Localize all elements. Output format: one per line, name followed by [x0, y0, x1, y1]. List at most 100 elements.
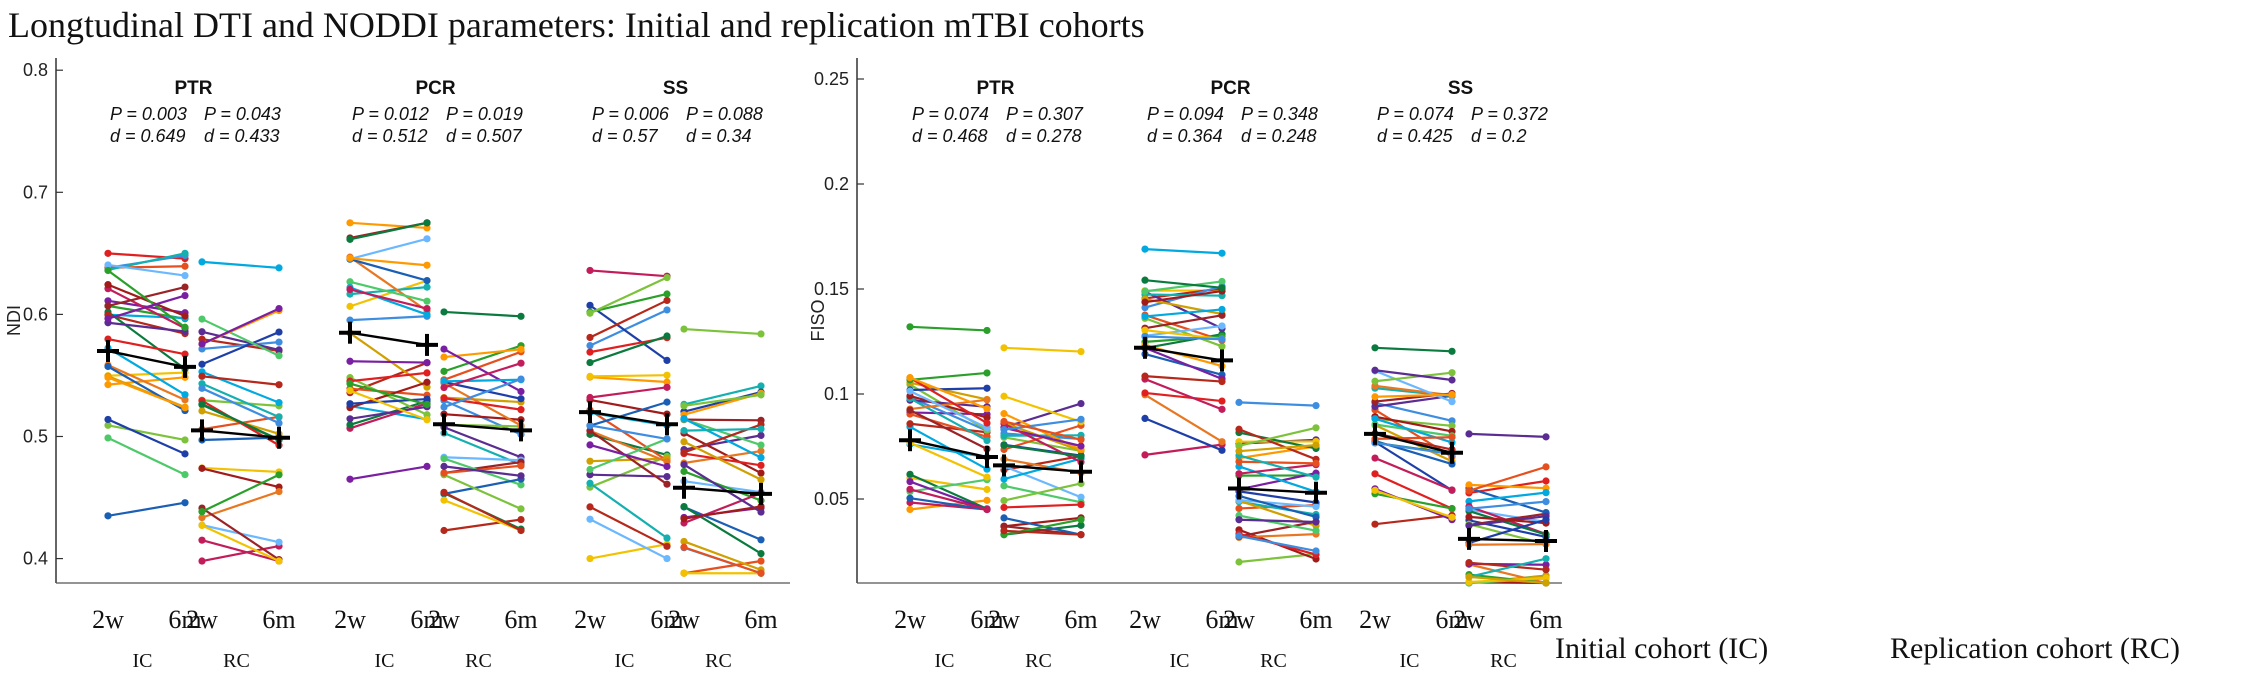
p-value-label: P = 0.003 — [110, 104, 187, 124]
subject-point — [1448, 417, 1456, 425]
subject-point — [1218, 305, 1226, 314]
subject-point — [517, 359, 525, 367]
subject-point — [983, 473, 991, 481]
subject-line — [683, 384, 762, 406]
subject-line — [909, 376, 988, 410]
subject-line — [1468, 487, 1547, 514]
subject-point — [1077, 436, 1085, 444]
subject-line — [201, 507, 280, 561]
subject-point — [423, 219, 431, 227]
subject-point — [517, 406, 525, 414]
subject-point — [1218, 377, 1226, 386]
subject-point — [663, 435, 671, 443]
subject-point — [423, 297, 431, 305]
subject-line — [1468, 483, 1547, 490]
subject-point — [1235, 558, 1243, 566]
effect-size-label: d = 0.425 — [1377, 126, 1454, 146]
subject-point — [275, 557, 283, 565]
subject-line — [1144, 314, 1223, 330]
subject-line — [909, 422, 988, 434]
subject-line — [201, 466, 280, 474]
subject-line — [1238, 518, 1317, 524]
subject-line — [1003, 503, 1082, 509]
subject-point — [1000, 344, 1008, 352]
subject-line — [1238, 444, 1317, 453]
subject-line — [349, 405, 428, 420]
subject-line — [1374, 441, 1453, 456]
subject-line — [1144, 324, 1223, 337]
mean-line — [589, 410, 668, 426]
subject-line — [589, 443, 668, 468]
subject-line — [443, 518, 522, 532]
subject-line — [1003, 465, 1082, 499]
subject-point — [586, 333, 594, 342]
subject-point — [275, 264, 283, 272]
subject-point — [1371, 377, 1379, 385]
subject-line — [443, 397, 522, 411]
group-title: PTR — [977, 78, 1015, 99]
subject-point — [983, 436, 991, 445]
subject-line — [1003, 444, 1082, 458]
subject-point — [181, 450, 189, 458]
subject-line — [349, 279, 428, 308]
subject-point — [104, 266, 112, 275]
subject-point — [1312, 503, 1320, 511]
subject-line — [589, 482, 668, 539]
subject-line — [201, 375, 280, 386]
subject-point — [663, 273, 671, 282]
p-value-label: P = 0.012 — [352, 104, 429, 124]
subject-line — [1468, 432, 1547, 438]
subject-line — [443, 381, 522, 400]
subject-point — [1141, 287, 1149, 295]
mean-line — [1374, 432, 1453, 454]
subject-point — [275, 538, 283, 546]
subject-point — [757, 549, 765, 558]
subject-line — [107, 436, 186, 476]
subject-point — [198, 328, 206, 336]
subject-point — [1141, 303, 1149, 312]
subject-point — [1141, 372, 1149, 380]
mean-line — [1144, 346, 1223, 362]
subject-point — [663, 480, 671, 488]
subject-line — [589, 401, 668, 427]
subject-point — [1000, 426, 1008, 434]
subject-point — [198, 536, 206, 544]
subject-point — [1542, 555, 1550, 563]
subject-line — [589, 457, 668, 463]
subject-point — [1218, 277, 1226, 286]
subject-point — [275, 419, 283, 427]
subject-point — [1371, 470, 1379, 478]
subject-point — [517, 472, 525, 480]
subject-line — [1238, 498, 1317, 508]
subject-line — [909, 376, 988, 424]
x-tick-label: 2w — [988, 605, 1020, 634]
subject-point — [1235, 532, 1243, 540]
subject-point — [1465, 522, 1473, 530]
x-tick-label: 6m — [1064, 605, 1097, 634]
subject-line — [1003, 482, 1082, 502]
subject-line — [909, 397, 988, 442]
subject-line — [909, 325, 988, 332]
subject-line — [683, 463, 762, 513]
subject-point — [1077, 399, 1085, 408]
subject-point — [423, 235, 431, 243]
subject-point — [586, 554, 594, 563]
subject-point — [1218, 322, 1226, 330]
subject-point — [1312, 401, 1320, 410]
cohort-label: IC — [615, 650, 635, 672]
subject-line — [443, 499, 522, 532]
subject-line — [201, 387, 280, 425]
subject-point — [181, 283, 189, 291]
subject-point — [680, 448, 688, 457]
subject-line — [1238, 426, 1317, 447]
subject-point — [104, 434, 112, 442]
x-tick-label: 6m — [410, 605, 443, 634]
subject-point — [1000, 410, 1008, 418]
subject-point — [104, 297, 112, 305]
subject-line — [1144, 248, 1223, 255]
subject-line — [1468, 509, 1547, 536]
subject-point — [198, 315, 206, 323]
subject-point — [757, 557, 765, 565]
subject-line — [589, 518, 668, 560]
chart-title: Longtudinal DTI and NODDI parameters: In… — [8, 5, 1145, 45]
